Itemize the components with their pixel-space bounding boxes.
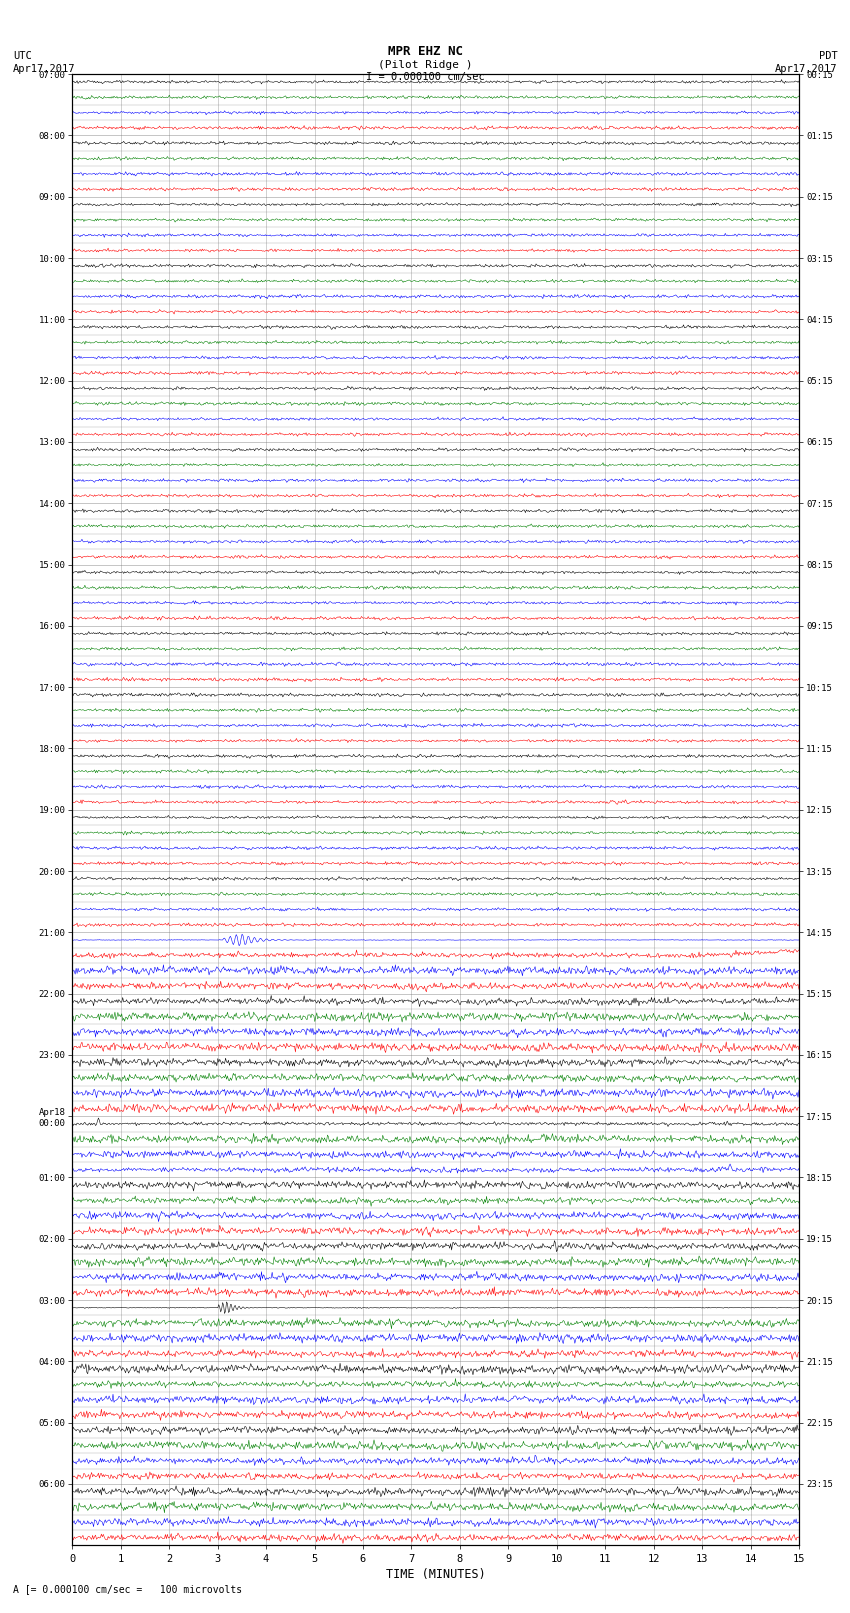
Text: Apr17,2017: Apr17,2017 [774, 65, 837, 74]
Text: MPR EHZ NC: MPR EHZ NC [388, 45, 462, 58]
X-axis label: TIME (MINUTES): TIME (MINUTES) [386, 1568, 485, 1581]
Text: Apr17,2017: Apr17,2017 [13, 65, 76, 74]
Text: (Pilot Ridge ): (Pilot Ridge ) [377, 60, 473, 69]
Text: PDT: PDT [819, 52, 837, 61]
Text: UTC: UTC [13, 52, 31, 61]
Text: I = 0.000100 cm/sec: I = 0.000100 cm/sec [366, 73, 484, 82]
Text: A [= 0.000100 cm/sec =   100 microvolts: A [= 0.000100 cm/sec = 100 microvolts [13, 1584, 242, 1594]
